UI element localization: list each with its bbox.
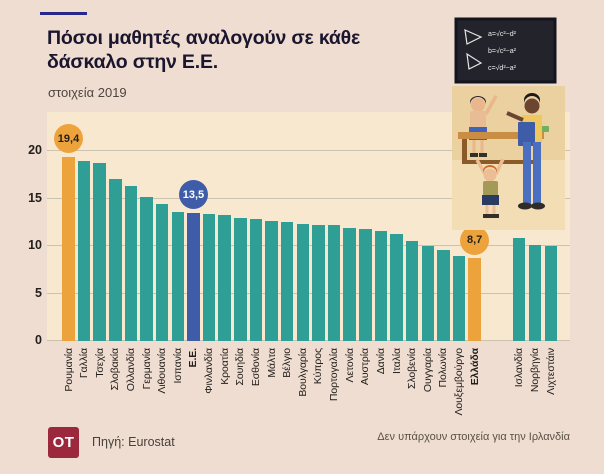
child-figure (475, 158, 505, 218)
x-label-Φινλανδία: Φινλανδία (203, 348, 216, 394)
bar-Ε.Ε. (187, 212, 200, 341)
bar-Βέλγιο (280, 222, 294, 341)
x-label-Πολωνία: Πολωνία (437, 348, 450, 388)
x-label-Κροατία: Κροατία (218, 348, 231, 385)
x-label-Ρουμανία: Ρουμανία (62, 348, 75, 392)
accent-line (40, 12, 87, 15)
x-label-Ουγγαρία: Ουγγαρία (421, 348, 434, 393)
gridline-20 (47, 150, 570, 151)
chalk-triangle-icon (466, 52, 483, 70)
y-tick-0: 0 (35, 333, 42, 347)
bar-Σλοβενία (405, 241, 419, 341)
y-tick-10: 10 (28, 238, 42, 252)
bar-Βουλγαρία (296, 224, 310, 341)
x-label-Ολλανδία: Ολλανδία (124, 348, 137, 392)
bar-Εσθονία (249, 219, 263, 341)
bar-Ιταλία (390, 233, 403, 341)
annotation-Ελλάδα: 8,7 (460, 225, 490, 255)
annotation-Ε.Ε.: 13,5 (178, 180, 208, 210)
x-label-Σουηδία: Σουηδία (234, 348, 247, 386)
x-label-Γερμανία: Γερμανία (140, 348, 153, 390)
bar-Σλοβακία (109, 178, 122, 341)
bar-Φινλανδία (202, 213, 216, 341)
blackboard (454, 17, 557, 84)
bar-Δανία (374, 230, 388, 341)
x-label-Ελλάδα: Ελλάδα (468, 348, 481, 386)
x-label-Ιταλία: Ιταλία (390, 348, 403, 375)
room-floor (452, 160, 565, 230)
bar-Τσεχία (93, 163, 106, 341)
bar-Γερμανία (140, 196, 153, 341)
chalk-formula: b=√c²−a² (488, 47, 517, 55)
x-label-Τσεχία: Τσεχία (93, 348, 106, 378)
bar-Λιχτεστάιν (544, 246, 558, 341)
bar-Αυστρία (359, 228, 372, 341)
bar-Κροατία (218, 214, 231, 341)
x-label-Νορβηγία: Νορβηγία (529, 348, 541, 393)
classroom-illustration: a=√c²−d² b=√c²−a² c=√d²−a² (452, 17, 565, 230)
y-tick-5: 5 (35, 285, 42, 300)
bar-Ελλάδα (468, 258, 481, 341)
bar-Γαλλία (77, 161, 91, 341)
x-label-Σλοβακία: Σλοβακία (109, 348, 122, 391)
bar-Σουηδία (234, 217, 247, 341)
teacher-figure (506, 93, 545, 210)
page-title: Πόσοι μαθητές αναλογούν σε κάθε δάσκαλο … (47, 26, 360, 75)
x-label-Μάλτα: Μάλτα (265, 348, 278, 378)
x-label-Ισλανδία: Ισλανδία (513, 348, 525, 388)
x-label-Βέλγιο: Βέλγιο (281, 348, 294, 378)
bar-Νορβηγία (528, 245, 542, 341)
bar-Ουγγαρία (421, 246, 434, 341)
chalk-formula: c=√d²−a² (488, 64, 517, 72)
bar-Ολλανδία (124, 186, 138, 341)
annotation-Ρουμανία: 19,4 (54, 124, 83, 154)
gridline-15 (47, 197, 570, 199)
x-label-Λετονία: Λετονία (343, 348, 356, 383)
no-data-note: Δεν υπάρχουν στοιχεία για την Ιρλανδία (377, 431, 570, 443)
bar-Πολωνία (437, 249, 450, 341)
x-label-Εσθονία: Εσθονία (249, 348, 262, 387)
x-label-Λιθουανία: Λιθουανία (156, 348, 169, 394)
source-label: Πηγή: Eurostat (92, 435, 175, 449)
bar-Πορτογαλία (327, 225, 341, 341)
ot-logo: OT (48, 427, 79, 458)
x-label-Βουλγαρία: Βουλγαρία (296, 348, 309, 397)
bar-Λιθουανία (155, 204, 169, 341)
x-label-Αυστρία: Αυστρία (359, 348, 372, 386)
chart-subtitle: στοιχεία 2019 (48, 85, 127, 100)
x-label-Λιχτεστάιν: Λιχτεστάιν (545, 348, 557, 395)
bar-Ρουμανία (62, 156, 75, 341)
x-label-Ισπανία: Ισπανία (171, 348, 184, 384)
bar-Ισπανία (171, 211, 185, 341)
x-label-Ε.Ε.: Ε.Ε. (187, 348, 200, 368)
x-label-Λουξεμβούργο: Λουξεμβούργο (453, 348, 465, 416)
y-tick-15: 15 (28, 190, 42, 205)
bar-Κύπρος (312, 225, 325, 341)
x-label-Δανία: Δανία (374, 348, 387, 375)
x-label-Κύπρος: Κύπρος (312, 348, 325, 385)
girl-figure (469, 95, 498, 157)
bar-Λουξεμβούργο (452, 255, 466, 341)
x-label-Γαλλία: Γαλλία (78, 348, 91, 379)
chalk-formula: a=√c²−d² (488, 30, 517, 38)
bar-Λετονία (343, 227, 356, 341)
y-tick-20: 20 (28, 143, 42, 157)
x-label-Σλοβενία: Σλοβενία (406, 348, 419, 389)
x-label-Πορτογαλία: Πορτογαλία (328, 348, 341, 402)
bar-Μάλτα (265, 221, 278, 341)
chalk-triangle-icon (464, 29, 483, 45)
bar-Ισλανδία (512, 238, 526, 341)
title-line2: δάσκαλο στην Ε.Ε. (47, 51, 218, 74)
title-line1: Πόσοι μαθητές αναλογούν σε κάθε (47, 27, 361, 49)
